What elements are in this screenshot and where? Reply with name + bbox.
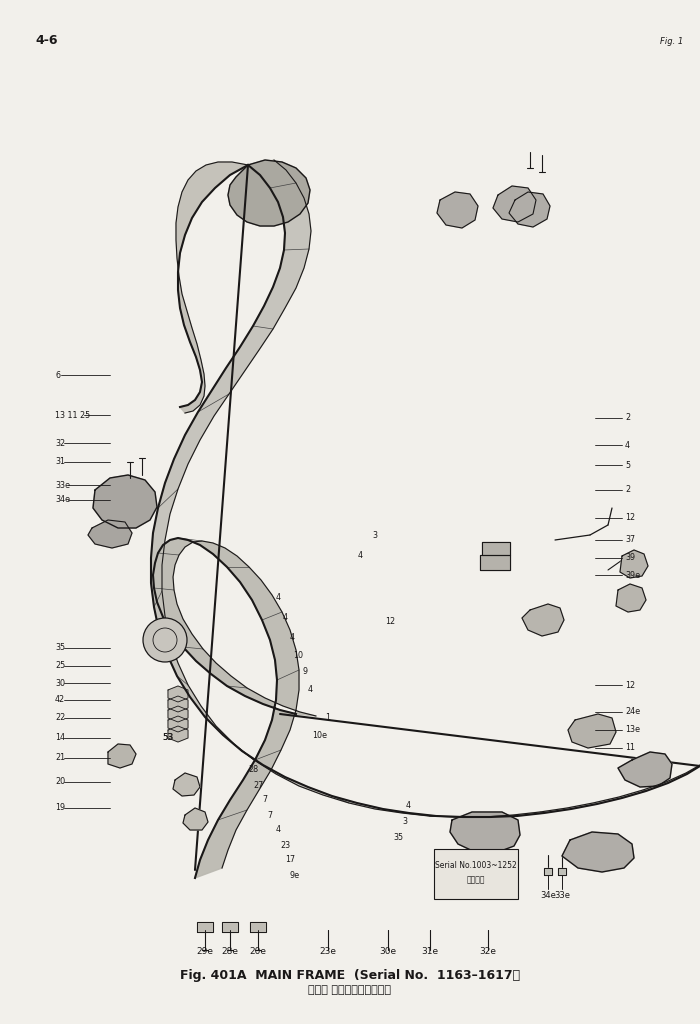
Text: Fig. 401A  MAIN FRAME  (Serial No.  1163–1617）: Fig. 401A MAIN FRAME (Serial No. 1163–16…	[180, 969, 520, 981]
Text: 4: 4	[276, 594, 281, 602]
Text: 23e: 23e	[319, 947, 337, 956]
Text: 30: 30	[55, 679, 65, 687]
Text: 33e: 33e	[55, 480, 70, 489]
Polygon shape	[620, 550, 648, 578]
Polygon shape	[616, 584, 646, 612]
Circle shape	[143, 618, 187, 662]
Polygon shape	[168, 726, 188, 742]
Text: 42: 42	[55, 695, 65, 705]
Polygon shape	[482, 542, 510, 555]
Text: 14: 14	[55, 733, 65, 742]
Text: 13 11 25: 13 11 25	[55, 411, 90, 420]
Text: 5: 5	[625, 461, 630, 469]
Text: 35: 35	[55, 643, 65, 652]
Text: 19: 19	[55, 804, 65, 812]
Text: 11: 11	[625, 743, 635, 753]
Text: 28e: 28e	[221, 947, 239, 956]
Text: 3: 3	[372, 530, 377, 540]
Polygon shape	[509, 193, 550, 227]
Text: 34e: 34e	[55, 496, 70, 505]
Text: 4-6: 4-6	[35, 34, 57, 46]
Text: 4: 4	[290, 634, 295, 642]
Text: 17: 17	[285, 855, 295, 864]
Text: 21: 21	[55, 754, 65, 763]
Text: 4: 4	[276, 825, 281, 835]
Text: 2: 2	[625, 414, 630, 423]
Text: 4: 4	[358, 551, 363, 559]
Text: 39e: 39e	[625, 570, 640, 580]
Text: 適用号機: 適用号機	[467, 876, 485, 885]
Polygon shape	[168, 706, 188, 722]
Text: 37: 37	[625, 536, 635, 545]
Text: 7: 7	[267, 811, 272, 819]
Text: 27: 27	[253, 780, 263, 790]
Text: 22: 22	[55, 714, 65, 723]
Text: メイン フレーム（適用号機: メイン フレーム（適用号機	[309, 985, 391, 995]
Polygon shape	[151, 160, 700, 817]
Text: 13e: 13e	[625, 725, 640, 734]
Text: 7: 7	[262, 796, 267, 805]
Polygon shape	[450, 812, 520, 852]
Text: 23: 23	[280, 841, 290, 850]
Text: 1: 1	[326, 714, 330, 723]
Text: 12: 12	[625, 681, 635, 689]
Text: 4: 4	[405, 801, 410, 810]
Polygon shape	[197, 922, 213, 932]
Polygon shape	[93, 475, 157, 528]
Text: Serial No.1003~1252: Serial No.1003~1252	[435, 860, 517, 869]
Text: 4: 4	[307, 685, 312, 694]
Polygon shape	[168, 696, 188, 712]
Text: 33e: 33e	[554, 891, 570, 899]
Polygon shape	[437, 193, 478, 228]
Polygon shape	[168, 686, 188, 702]
Polygon shape	[168, 716, 188, 732]
Text: 25: 25	[55, 662, 65, 671]
Text: 4: 4	[625, 440, 630, 450]
Text: 12: 12	[385, 617, 395, 627]
Polygon shape	[480, 555, 510, 570]
Polygon shape	[493, 186, 536, 222]
Text: 6: 6	[55, 371, 60, 380]
Text: 39: 39	[625, 554, 635, 562]
Polygon shape	[173, 773, 200, 796]
Polygon shape	[522, 604, 564, 636]
Text: 3: 3	[402, 817, 407, 826]
Text: Fig. 1: Fig. 1	[660, 38, 683, 46]
Polygon shape	[176, 162, 248, 413]
Text: 9: 9	[302, 668, 307, 677]
Text: 10: 10	[293, 650, 303, 659]
Text: 53: 53	[162, 733, 174, 742]
Text: 30e: 30e	[379, 947, 397, 956]
Text: 32: 32	[55, 438, 65, 447]
Text: 34e: 34e	[540, 891, 556, 899]
Text: 32e: 32e	[480, 947, 496, 956]
Text: 12: 12	[625, 513, 635, 522]
Polygon shape	[222, 922, 238, 932]
Polygon shape	[88, 520, 132, 548]
Polygon shape	[558, 868, 566, 874]
Text: 20e: 20e	[249, 947, 267, 956]
Polygon shape	[618, 752, 672, 787]
Polygon shape	[153, 538, 316, 878]
Text: 4: 4	[283, 613, 288, 623]
Text: 29e: 29e	[197, 947, 214, 956]
Text: 35: 35	[393, 834, 403, 843]
Polygon shape	[562, 831, 634, 872]
Text: 2: 2	[625, 485, 630, 495]
Text: 53: 53	[162, 733, 174, 742]
Polygon shape	[250, 922, 266, 932]
Text: 20: 20	[55, 777, 65, 786]
Text: 10e: 10e	[312, 730, 328, 739]
Polygon shape	[544, 868, 552, 874]
Text: 24e: 24e	[625, 708, 640, 717]
Text: 31e: 31e	[421, 947, 439, 956]
Text: 31: 31	[55, 458, 65, 467]
Text: 9e: 9e	[290, 870, 300, 880]
Polygon shape	[183, 808, 208, 830]
Text: 28: 28	[248, 766, 258, 774]
Polygon shape	[108, 744, 136, 768]
Polygon shape	[568, 714, 616, 748]
FancyBboxPatch shape	[434, 849, 518, 899]
Polygon shape	[228, 160, 310, 226]
